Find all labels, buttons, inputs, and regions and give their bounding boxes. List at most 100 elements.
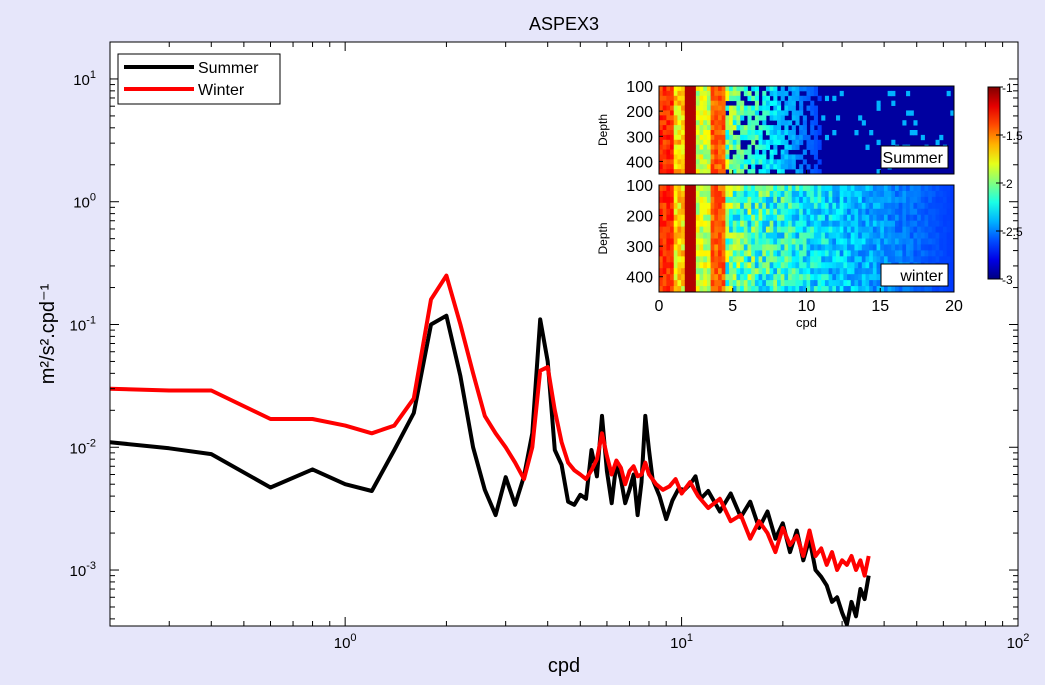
heatmap-cell	[706, 220, 712, 228]
heatmap-cell	[662, 105, 667, 111]
heatmap-cell	[688, 268, 693, 275]
heatmap-cell	[906, 214, 911, 222]
heatmap-cell	[710, 100, 715, 106]
heatmap-cell	[710, 95, 715, 102]
heatmap-cell	[876, 100, 881, 106]
heatmap-cell	[795, 154, 800, 160]
heatmap-cell	[828, 244, 833, 251]
heatmap-cell	[765, 268, 771, 275]
heatmap-cell	[802, 214, 807, 222]
heatmap-cell	[747, 208, 752, 216]
heatmap-cell	[799, 164, 804, 170]
heatmap-cell	[765, 100, 771, 106]
heatmap-cell	[872, 262, 877, 269]
heatmap-cell	[754, 238, 759, 245]
heatmap-cell	[714, 262, 719, 269]
heatmap-cell	[906, 202, 911, 210]
heatmap-cell	[725, 139, 730, 146]
heatmap-cell	[666, 238, 671, 245]
inset-y-tick-label: 400	[626, 154, 653, 171]
heatmap-cell	[673, 214, 678, 222]
heatmap-cell	[769, 185, 774, 192]
heatmap-cell	[699, 105, 704, 111]
heatmap-cell	[673, 154, 678, 160]
heatmap-cell	[670, 125, 675, 131]
heatmap-cell	[802, 208, 807, 216]
heatmap-cell	[880, 220, 885, 228]
heatmap-cell	[788, 286, 793, 293]
heatmap-cell	[813, 268, 818, 275]
heatmap-cell	[736, 286, 741, 293]
heatmap-cell	[710, 214, 715, 222]
heatmap-cell	[684, 144, 689, 150]
heatmap-cell	[906, 208, 911, 216]
heatmap-cell	[688, 95, 693, 102]
heatmap-cell	[928, 244, 933, 251]
heatmap-cell	[939, 190, 944, 198]
heatmap-cell	[699, 190, 704, 198]
heatmap-cell	[732, 120, 737, 126]
heatmap-cell	[725, 256, 730, 263]
heatmap-cell	[706, 149, 712, 155]
y-tick-label: 101	[73, 69, 96, 89]
heatmap-cell	[732, 280, 737, 287]
heatmap-cell	[847, 286, 852, 293]
heatmap-cell	[695, 164, 700, 170]
heatmap-cell	[883, 238, 889, 245]
panel-label: Summer	[883, 150, 944, 167]
heatmap-cell	[813, 262, 818, 269]
heatmap-cell	[784, 220, 789, 228]
heatmap-cell	[788, 232, 793, 239]
heatmap-cell	[850, 238, 855, 245]
heatmap-cell	[695, 256, 700, 263]
heatmap-cell	[810, 110, 815, 116]
heatmap-cell	[699, 110, 704, 116]
heatmap-cell	[950, 202, 955, 210]
heatmap-cell	[780, 214, 785, 222]
heatmap-cell	[810, 169, 815, 175]
heatmap-cell	[861, 250, 866, 257]
heatmap-cell	[898, 226, 903, 233]
heatmap-cell	[699, 100, 704, 106]
heatmap-cell	[670, 120, 675, 126]
heatmap-cell	[869, 214, 874, 222]
heatmap-cell	[729, 159, 734, 165]
heatmap-cell	[714, 280, 719, 287]
heatmap-cell	[762, 90, 767, 97]
heatmap-cell	[754, 286, 759, 293]
heatmap-cell	[817, 185, 822, 192]
heatmap-cell	[762, 139, 767, 146]
heatmap-cell	[662, 86, 667, 92]
heatmap-cell	[946, 90, 951, 97]
heatmap-cell	[699, 280, 704, 287]
heatmap-cell	[799, 280, 804, 287]
heatmap-cell	[721, 115, 726, 121]
heatmap-cell	[692, 196, 697, 204]
heatmap-cell	[659, 86, 664, 92]
heatmap-cell	[718, 144, 723, 150]
heatmap-cell	[710, 130, 715, 136]
heatmap-cell	[758, 190, 763, 198]
heatmap-cell	[732, 232, 737, 239]
heatmap-cell	[891, 226, 896, 233]
heatmap-cell	[765, 226, 771, 233]
heatmap-cell	[725, 238, 730, 245]
heatmap-cell	[747, 190, 752, 198]
heatmap-cell	[773, 226, 778, 233]
heatmap-cell	[773, 190, 778, 198]
heatmap-cell	[795, 250, 800, 257]
heatmap-cell	[662, 169, 667, 175]
heatmap-cell	[740, 105, 745, 111]
heatmap-cell	[909, 110, 914, 116]
heatmap-cell	[751, 164, 756, 170]
heatmap-cell	[751, 262, 756, 269]
heatmap-cell	[736, 149, 741, 155]
heatmap-cell	[872, 286, 877, 293]
heatmap-cell	[806, 286, 811, 293]
heatmap-cell	[666, 149, 671, 155]
heatmap-cell	[725, 286, 730, 293]
heatmap-cell	[913, 286, 918, 293]
heatmap-cell	[699, 238, 704, 245]
heatmap-cell	[681, 274, 686, 281]
heatmap-cell	[817, 280, 822, 287]
